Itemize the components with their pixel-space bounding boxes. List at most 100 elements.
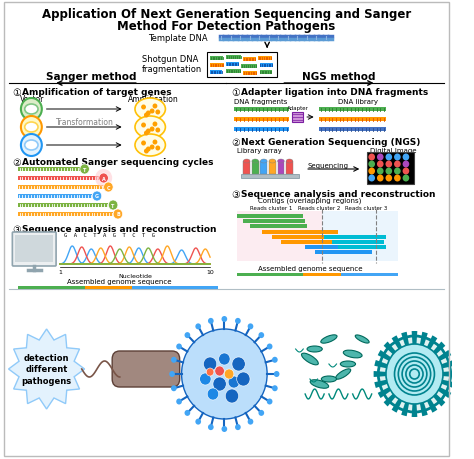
Circle shape (386, 344, 443, 404)
Circle shape (402, 161, 409, 168)
Bar (18, 195, 92, 199)
Circle shape (156, 147, 160, 151)
Text: NGS method: NGS method (301, 72, 375, 82)
Circle shape (224, 369, 234, 379)
Bar (18, 177, 99, 180)
Circle shape (21, 99, 42, 121)
Bar (243, 72, 256, 75)
Circle shape (394, 168, 401, 175)
Circle shape (176, 398, 182, 405)
Ellipse shape (321, 335, 337, 343)
Bar (338, 246, 386, 249)
Circle shape (272, 357, 278, 363)
Text: Reads cluster 1: Reads cluster 1 (250, 206, 292, 211)
Ellipse shape (301, 353, 319, 365)
Circle shape (402, 168, 409, 175)
Circle shape (146, 130, 150, 134)
Text: Sequence analysis and reconstruction: Sequence analysis and reconstruction (22, 224, 216, 234)
Text: G: G (95, 194, 99, 199)
Ellipse shape (307, 346, 322, 352)
Circle shape (142, 124, 145, 128)
Wedge shape (383, 342, 414, 374)
Text: Next Generation Sequencing (NGS): Next Generation Sequencing (NGS) (240, 138, 420, 147)
Wedge shape (414, 374, 455, 388)
Bar (258, 57, 272, 61)
Text: Transformation: Transformation (55, 118, 114, 127)
Bar (84, 286, 132, 289)
Text: Adapter ligation into DNA fragments: Adapter ligation into DNA fragments (240, 88, 428, 97)
Bar (237, 214, 303, 218)
Text: ②: ② (12, 157, 21, 168)
Circle shape (153, 141, 157, 145)
Circle shape (146, 148, 150, 151)
Text: Method For Detection Pathogens: Method For Detection Pathogens (117, 20, 336, 33)
Circle shape (113, 210, 123, 219)
Ellipse shape (261, 160, 267, 164)
Ellipse shape (336, 369, 351, 380)
Bar (260, 64, 273, 67)
Ellipse shape (135, 117, 165, 139)
Text: Sequence analysis and reconstruction: Sequence analysis and reconstruction (240, 190, 435, 199)
Circle shape (368, 154, 375, 161)
Bar (315, 251, 372, 254)
Circle shape (145, 114, 148, 118)
Circle shape (92, 191, 102, 202)
Text: ③: ③ (231, 190, 240, 200)
Circle shape (195, 419, 201, 425)
Circle shape (153, 105, 157, 109)
Circle shape (195, 324, 201, 330)
Text: Adapter: Adapter (287, 106, 309, 111)
Text: Assembled genome sequence: Assembled genome sequence (258, 265, 362, 271)
Circle shape (394, 161, 401, 168)
Circle shape (184, 410, 190, 416)
Circle shape (208, 424, 214, 430)
Ellipse shape (355, 335, 369, 343)
Bar (341, 274, 398, 276)
Polygon shape (9, 329, 84, 409)
Circle shape (378, 336, 451, 412)
Text: Amplification of target genes: Amplification of target genes (22, 88, 172, 97)
Circle shape (267, 398, 273, 405)
Text: Application Of Next Generation Sequencing and Sanger: Application Of Next Generation Sequencin… (42, 8, 411, 21)
Bar (250, 224, 307, 228)
Circle shape (402, 175, 409, 182)
Bar (234, 128, 289, 132)
Circle shape (394, 175, 401, 182)
Text: Library array: Library array (237, 148, 282, 154)
Circle shape (272, 386, 278, 392)
Bar (18, 168, 80, 172)
Text: Reads cluster 2: Reads cluster 2 (298, 206, 340, 211)
Text: A: A (102, 176, 106, 181)
Circle shape (247, 419, 253, 425)
Circle shape (21, 117, 42, 139)
Circle shape (368, 168, 375, 175)
Bar (18, 286, 84, 289)
Ellipse shape (25, 105, 38, 115)
Circle shape (235, 424, 241, 430)
Bar (319, 118, 386, 122)
Circle shape (228, 376, 239, 388)
Wedge shape (414, 374, 438, 413)
Text: Automated Sanger sequencing cycles: Automated Sanger sequencing cycles (22, 157, 213, 167)
FancyBboxPatch shape (112, 351, 180, 387)
Bar (15, 235, 53, 263)
Bar (132, 286, 218, 289)
Text: detection
different
pathogens: detection different pathogens (21, 353, 72, 386)
Ellipse shape (25, 123, 38, 133)
Circle shape (213, 377, 226, 391)
Bar (263, 230, 338, 234)
Bar (292, 113, 303, 123)
Text: ③: ③ (12, 224, 21, 235)
Circle shape (182, 329, 267, 419)
Text: Sanger method: Sanger method (46, 72, 137, 82)
Circle shape (385, 168, 392, 175)
Circle shape (142, 142, 145, 146)
Circle shape (169, 371, 175, 377)
Text: Shotgun DNA
fragmentation: Shotgun DNA fragmentation (142, 55, 202, 74)
Circle shape (184, 332, 190, 338)
Wedge shape (414, 360, 455, 374)
Circle shape (232, 357, 245, 371)
Bar (241, 65, 256, 68)
Circle shape (377, 161, 383, 168)
Text: 10: 10 (206, 269, 214, 274)
